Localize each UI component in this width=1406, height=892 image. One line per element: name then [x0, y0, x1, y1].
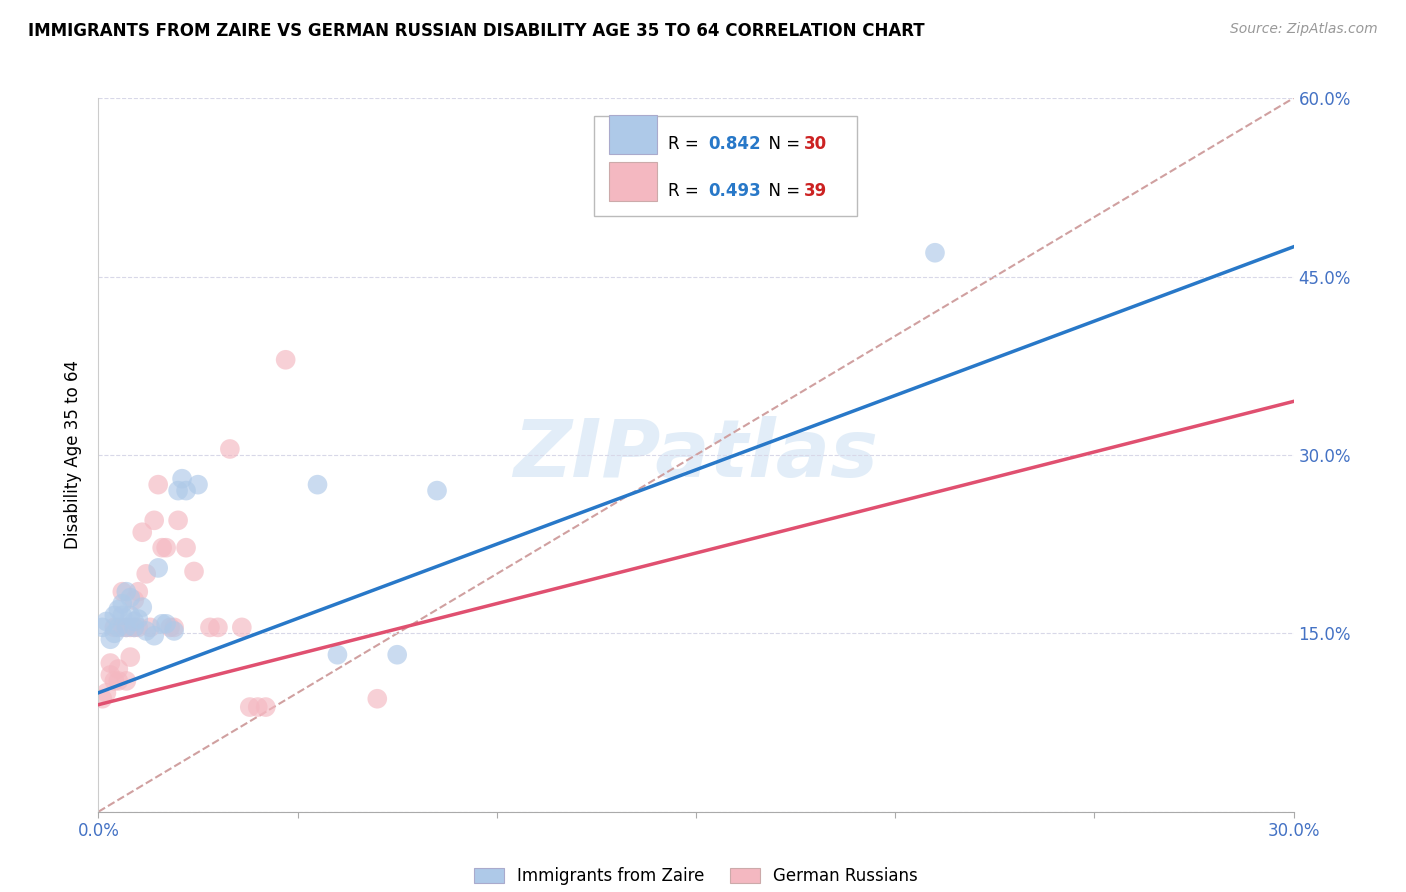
Point [111, 608, 134, 623]
Point [143, 629, 166, 643]
Point [103, 608, 125, 623]
Point [124, 593, 146, 607]
Point [174, 483, 197, 498]
Point [91, 691, 114, 706]
Point [198, 620, 221, 634]
Text: 0.842: 0.842 [709, 135, 761, 153]
Point [96, 686, 118, 700]
Point [167, 513, 190, 527]
Point [100, 656, 122, 670]
Point [111, 584, 134, 599]
Point [115, 620, 138, 634]
Point [148, 477, 170, 491]
Text: R =: R = [668, 182, 704, 200]
Point [274, 352, 297, 367]
Point [254, 700, 277, 714]
Point [174, 541, 197, 555]
Text: 0.493: 0.493 [709, 182, 761, 200]
Point [115, 673, 138, 688]
FancyBboxPatch shape [609, 161, 657, 201]
Point [107, 673, 129, 688]
Point [135, 566, 157, 581]
Text: R =: R = [668, 135, 704, 153]
Point [115, 620, 138, 634]
Point [155, 541, 177, 555]
Text: IMMIGRANTS FROM ZAIRE VS GERMAN RUSSIAN DISABILITY AGE 35 TO 64 CORRELATION CHAR: IMMIGRANTS FROM ZAIRE VS GERMAN RUSSIAN … [28, 22, 925, 40]
Point [326, 648, 349, 662]
Point [150, 616, 173, 631]
Point [246, 700, 269, 714]
Point [150, 541, 173, 555]
Text: N =: N = [758, 135, 806, 153]
Point [107, 662, 129, 676]
Y-axis label: Disability Age 35 to 64: Disability Age 35 to 64 [65, 360, 83, 549]
Text: 39: 39 [804, 182, 827, 200]
Point [155, 616, 177, 631]
Point [96, 615, 118, 629]
Point [100, 668, 122, 682]
Point [103, 620, 125, 634]
Point [120, 620, 142, 634]
Point [159, 620, 181, 634]
Point [107, 620, 129, 634]
Text: 30: 30 [804, 135, 827, 153]
Point [139, 620, 162, 634]
Point [120, 608, 142, 623]
Text: N =: N = [758, 182, 806, 200]
Point [107, 602, 129, 616]
Point [124, 620, 146, 634]
Point [924, 245, 946, 260]
FancyBboxPatch shape [595, 116, 858, 216]
Point [239, 700, 262, 714]
Point [115, 584, 138, 599]
Point [124, 615, 146, 629]
Point [231, 620, 253, 634]
Point [163, 620, 186, 634]
Point [307, 477, 329, 491]
Point [143, 513, 166, 527]
Point [135, 624, 157, 638]
Point [131, 600, 153, 615]
Point [426, 483, 449, 498]
Point [111, 620, 134, 634]
Point [103, 626, 125, 640]
Text: ZIPatlas: ZIPatlas [513, 416, 879, 494]
Point [103, 673, 125, 688]
Point [127, 584, 149, 599]
Point [183, 565, 205, 579]
Point [100, 632, 122, 647]
Point [219, 442, 242, 456]
Legend: Immigrants from Zaire, German Russians: Immigrants from Zaire, German Russians [474, 867, 918, 886]
Point [167, 483, 190, 498]
Point [187, 477, 209, 491]
Point [120, 650, 142, 665]
Point [207, 620, 229, 634]
Point [172, 472, 194, 486]
Point [120, 591, 142, 605]
Point [124, 620, 146, 634]
Point [163, 624, 186, 638]
Point [91, 620, 114, 634]
FancyBboxPatch shape [609, 115, 657, 154]
Text: Source: ZipAtlas.com: Source: ZipAtlas.com [1230, 22, 1378, 37]
Point [385, 648, 409, 662]
Point [366, 691, 388, 706]
Point [127, 620, 149, 634]
Point [148, 561, 170, 575]
Point [131, 525, 153, 540]
Point [111, 597, 134, 611]
Point [127, 612, 149, 626]
